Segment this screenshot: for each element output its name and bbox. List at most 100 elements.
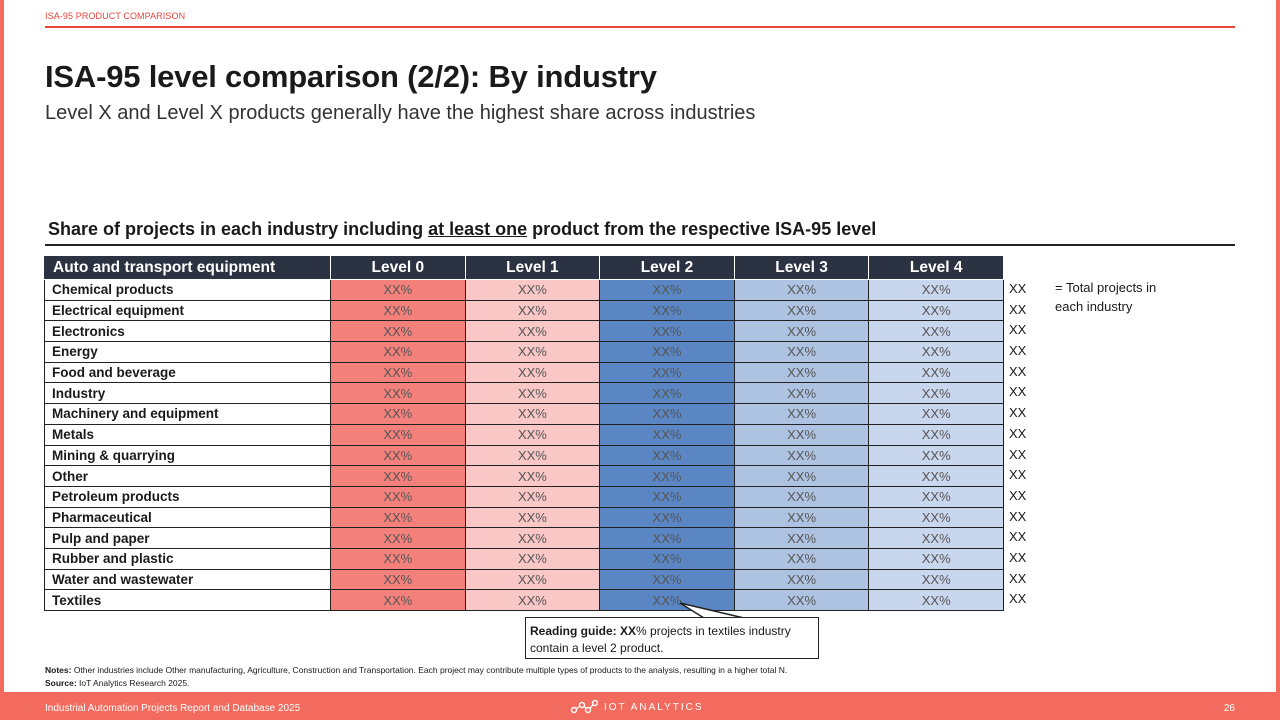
level-0-share-cell: XX%: [330, 444, 466, 467]
industry-cell: Mining & quarrying: [44, 444, 331, 467]
footer-logo-text: IOT ANALYTICS: [604, 701, 704, 713]
level-3-share-cell: XX%: [733, 589, 870, 611]
level-4-share-cell: XX%: [868, 403, 1004, 425]
source-label: Source:: [45, 678, 77, 688]
industry-cell: Water and wastewater: [44, 568, 331, 591]
level-2-share-cell: XX%: [599, 465, 735, 487]
total-projects-value: XX: [1009, 363, 1027, 379]
table-row: Food and beverage XX% XX% XX% XX% XX%: [44, 361, 1004, 384]
table-row: Pharmaceutical XX% XX% XX% XX% XX%: [44, 506, 1004, 529]
total-projects-value: XX: [1009, 508, 1027, 524]
level-1-share-cell: XX%: [464, 485, 601, 508]
level-1-share-cell: XX%: [464, 589, 601, 611]
total-projects-value: XX: [1009, 570, 1027, 586]
notes: Notes: Other industries include Other ma…: [45, 664, 787, 690]
source-text: IoT Analytics Research 2025.: [76, 678, 190, 688]
industry-cell: Metals: [44, 423, 331, 446]
industry-cell: Rubber and plastic: [44, 547, 331, 570]
level-1-share-cell: XX%: [464, 320, 601, 343]
industry-cell: Pharmaceutical: [44, 506, 331, 529]
level-3-share-cell: XX%: [733, 527, 870, 549]
level-3-share-cell: XX%: [733, 299, 870, 322]
level-3-share-cell: XX%: [733, 485, 870, 508]
total-projects-value: XX: [1009, 322, 1027, 338]
total-projects-value: XX: [1009, 549, 1027, 565]
reading-guide-text: % projects in textiles industry contain …: [530, 624, 791, 655]
level-0-share-cell: XX%: [330, 403, 466, 425]
level-2-share-cell: XX%: [599, 485, 735, 508]
table-heading-underlined: at least one: [428, 219, 528, 239]
table-heading-after: product from the respective ISA-95 level: [527, 219, 877, 239]
industry-cell: Energy: [44, 341, 331, 363]
level-4-share-cell: XX%: [868, 341, 1004, 363]
iot-analytics-logo-icon: [570, 699, 598, 714]
level-2-share-cell: XX%: [599, 423, 735, 446]
industry-cell: Industry: [44, 382, 331, 405]
header-level-0: Level 0: [330, 255, 466, 280]
level-1-share-cell: XX%: [464, 444, 601, 467]
table-heading-before: Share of projects in each industry inclu…: [48, 219, 429, 239]
header-level-1: Level 1: [464, 255, 601, 280]
level-1-share-cell: XX%: [464, 361, 601, 384]
total-projects-value: XX: [1009, 425, 1027, 441]
level-4-share-cell: XX%: [868, 506, 1004, 529]
table-row: Energy XX% XX% XX% XX% XX%: [44, 341, 1004, 363]
table-heading: Share of projects in each industry inclu…: [48, 219, 876, 240]
level-3-share-cell: XX%: [733, 568, 870, 591]
total-projects-value: XX: [1009, 529, 1027, 545]
level-4-share-cell: XX%: [868, 444, 1004, 467]
level-3-share-cell: XX%: [733, 547, 870, 570]
level-3-share-cell: XX%: [733, 444, 870, 467]
level-3-share-cell: XX%: [733, 423, 870, 446]
level-2-share-cell: XX%: [599, 382, 735, 405]
level-1-share-cell: XX%: [464, 403, 601, 425]
footer-report-name: Industrial Automation Projects Report an…: [45, 703, 301, 714]
table-row: Petroleum products XX% XX% XX% XX% XX%: [44, 485, 1004, 508]
level-1-share-cell: XX%: [464, 527, 601, 549]
level-1-share-cell: XX%: [464, 465, 601, 487]
page-subtitle: Level X and Level X products generally h…: [45, 102, 756, 124]
level-1-share-cell: XX%: [464, 341, 601, 363]
table-row: Pulp and paper XX% XX% XX% XX% XX%: [44, 527, 1004, 549]
level-4-share-cell: XX%: [868, 547, 1004, 570]
heading-divider: [45, 244, 1235, 246]
level-3-share-cell: XX%: [733, 382, 870, 405]
total-projects-value: XX: [1009, 591, 1027, 607]
industry-cell: Textiles: [44, 589, 331, 611]
level-0-share-cell: XX%: [330, 527, 466, 549]
page-number: 26: [1223, 703, 1235, 714]
table-row: Electronics XX% XX% XX% XX% XX%: [44, 320, 1004, 343]
table-row: Chemical products XX% XX% XX% XX% XX%: [44, 279, 1004, 301]
table-row: Textiles XX% XX% XX% XX% XX%: [44, 589, 1004, 611]
level-3-share-cell: XX%: [733, 320, 870, 343]
total-projects-value: XX: [1009, 384, 1027, 400]
industry-cell: Chemical products: [44, 279, 331, 301]
level-2-share-cell: XX%: [599, 589, 735, 611]
level-4-share-cell: XX%: [868, 299, 1004, 322]
table-row: Water and wastewater XX% XX% XX% XX% XX%: [44, 568, 1004, 591]
level-2-share-cell: XX%: [599, 279, 735, 301]
total-projects-value: XX: [1009, 405, 1027, 421]
table-row: Mining & quarrying XX% XX% XX% XX% XX%: [44, 444, 1004, 467]
industry-cell: Electrical equipment: [44, 299, 331, 322]
level-1-share-cell: XX%: [464, 299, 601, 322]
level-4-share-cell: XX%: [868, 361, 1004, 384]
header-level-3: Level 3: [733, 255, 870, 280]
notes-text: Other industries include Other manufactu…: [71, 665, 788, 675]
level-1-share-cell: XX%: [464, 506, 601, 529]
level-0-share-cell: XX%: [330, 465, 466, 487]
table-row: Machinery and equipment XX% XX% XX% XX% XX%: [44, 403, 1004, 425]
level-4-share-cell: XX%: [868, 568, 1004, 591]
level-2-share-cell: XX%: [599, 547, 735, 570]
total-projects-value: XX: [1009, 467, 1027, 483]
level-3-share-cell: XX%: [733, 465, 870, 487]
industry-cell: Pulp and paper: [44, 527, 331, 549]
level-0-share-cell: XX%: [330, 568, 466, 591]
total-projects-value: XX: [1009, 446, 1027, 462]
page-title: ISA-95 level comparison (2/2): By indust…: [45, 59, 657, 94]
footer-logo: IOT ANALYTICS: [570, 697, 704, 717]
level-0-share-cell: XX%: [330, 361, 466, 384]
level-4-share-cell: XX%: [868, 382, 1004, 405]
industry-cell: Food and beverage: [44, 361, 331, 384]
level-4-share-cell: XX%: [868, 423, 1004, 446]
